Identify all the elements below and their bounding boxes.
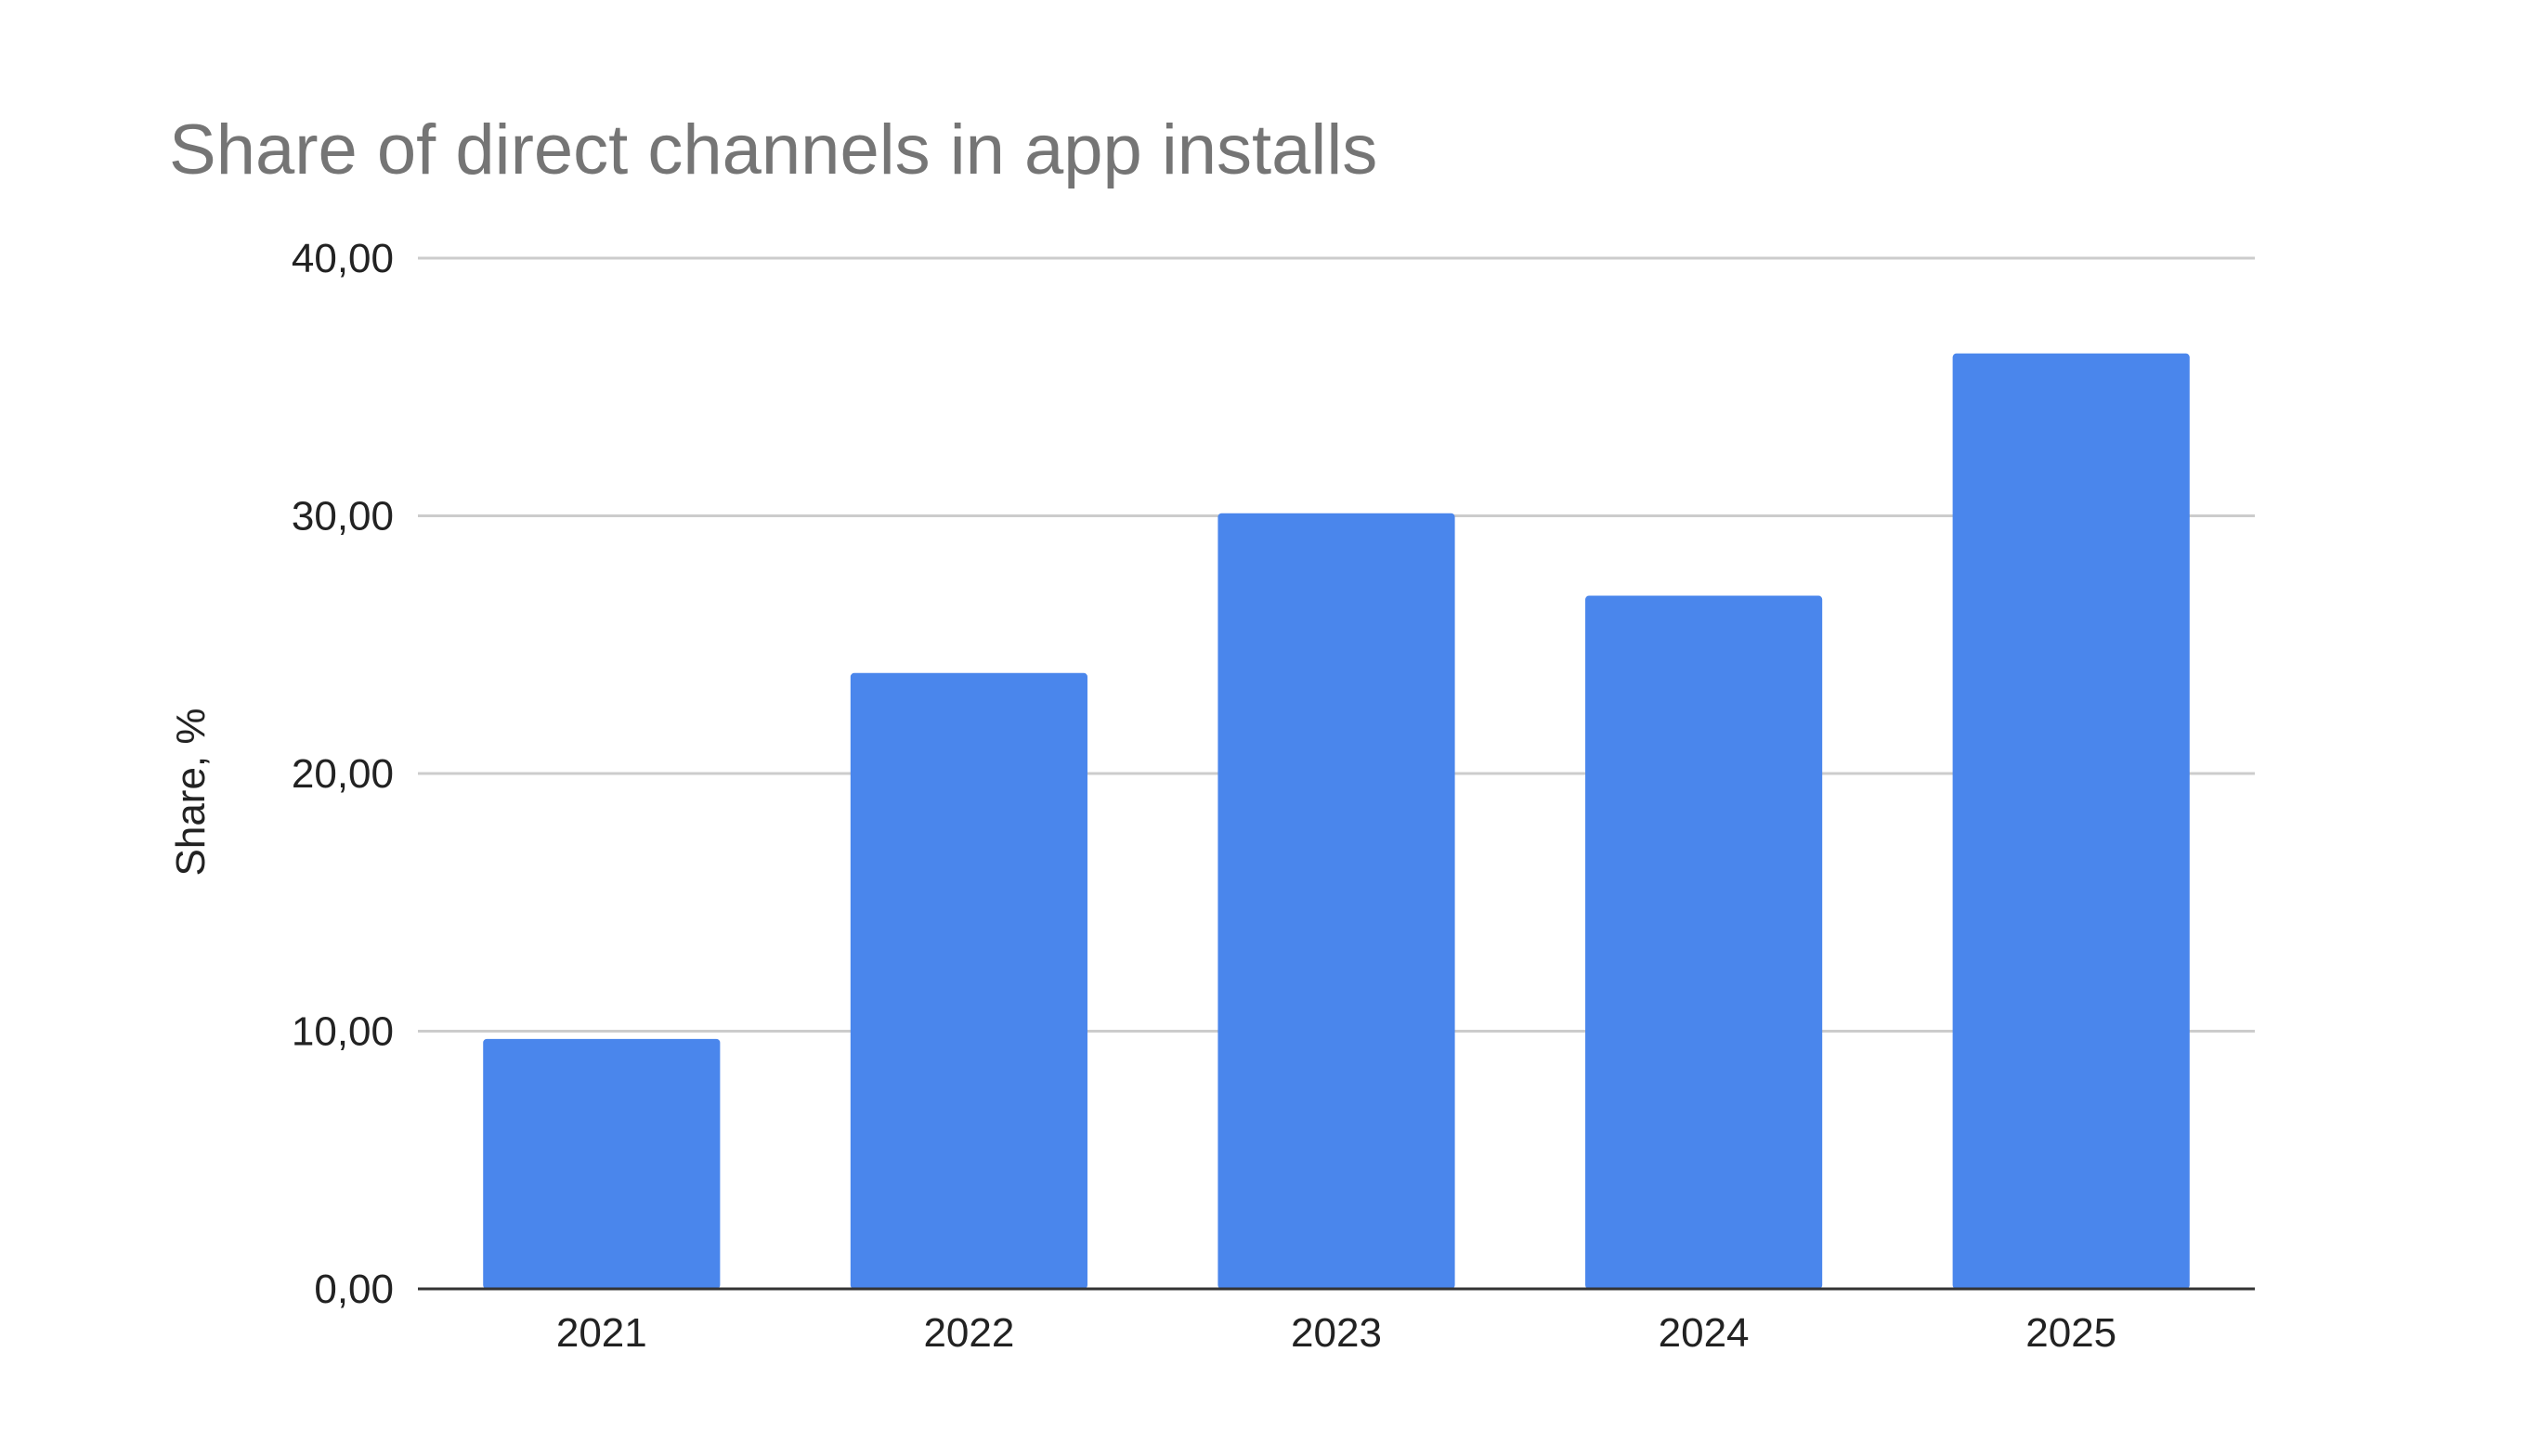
- bar-2021: [483, 1038, 721, 1289]
- bars: [483, 353, 2190, 1289]
- bar-2024: [1585, 595, 1823, 1289]
- y-axis-title: Share, %: [168, 708, 214, 877]
- y-tick-label: 40,00: [292, 236, 394, 281]
- x-tick-label: 2024: [1659, 1310, 1750, 1356]
- y-tick-label: 10,00: [292, 1009, 394, 1055]
- x-axis-ticks: 2021 2022 2023 2024 2025: [556, 1310, 2116, 1356]
- y-tick-label: 20,00: [292, 751, 394, 797]
- y-axis-ticks: 0,00 10,00 20,00 30,00 40,00: [292, 236, 394, 1312]
- x-tick-label: 2022: [923, 1310, 1014, 1356]
- bar-2022: [850, 672, 1087, 1289]
- x-tick-label: 2025: [2025, 1310, 2116, 1356]
- bar-2025: [1952, 353, 2190, 1289]
- chart-title: Share of direct channels in app installs: [169, 110, 1378, 189]
- x-tick-label: 2023: [1291, 1310, 1382, 1356]
- y-tick-label: 30,00: [292, 494, 394, 540]
- x-tick-label: 2021: [556, 1310, 647, 1356]
- bar-2023: [1217, 513, 1455, 1289]
- y-tick-label: 0,00: [314, 1267, 394, 1312]
